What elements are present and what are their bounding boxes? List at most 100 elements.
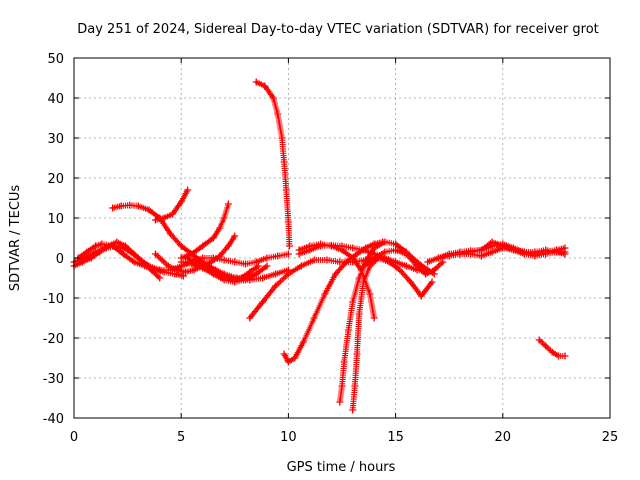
data-point [216, 224, 224, 232]
y-tick-label: 30 [47, 132, 64, 147]
data-point [349, 254, 357, 262]
data-point [385, 258, 393, 266]
data-point [291, 354, 299, 362]
data-point [392, 246, 400, 254]
data-point [396, 266, 404, 274]
data-point [156, 274, 164, 282]
data-point [338, 242, 346, 250]
y-tick-label: 0 [56, 252, 64, 267]
data-point [220, 256, 228, 264]
data-point [323, 256, 331, 264]
data-series [70, 78, 569, 414]
data-point [274, 110, 282, 118]
x-tick-labels: 0 5 10 15 20 25 [70, 58, 618, 445]
x-tick-label: 10 [280, 430, 297, 445]
data-point [284, 358, 292, 366]
data-point [119, 250, 127, 258]
data-point [160, 268, 168, 276]
data-point [87, 254, 95, 262]
data-point [151, 216, 159, 224]
data-point [177, 242, 185, 250]
data-point [477, 246, 485, 254]
data-point [160, 214, 168, 222]
plus-markers [253, 79, 293, 249]
data-point [147, 266, 155, 274]
data-point [488, 238, 496, 246]
data-point [113, 238, 121, 246]
data-point [351, 382, 359, 390]
data-point [79, 258, 87, 266]
data-point [83, 248, 91, 256]
data-point [413, 262, 421, 270]
data-point [434, 254, 442, 262]
y-tick-label: 50 [47, 52, 64, 67]
data-point [91, 242, 99, 250]
data-point [188, 250, 196, 258]
series-track-11 [252, 78, 293, 250]
data-point [272, 282, 280, 290]
data-point [139, 258, 147, 266]
y-tick-label: 40 [47, 92, 64, 107]
x-tick-label: 25 [602, 430, 619, 445]
data-point [263, 262, 271, 270]
data-point [199, 264, 207, 272]
data-point [327, 241, 335, 249]
data-point [151, 250, 159, 258]
data-point [381, 248, 389, 256]
data-point [181, 254, 189, 262]
data-point [216, 252, 224, 260]
series-track-6 [151, 232, 239, 276]
x-tick-label: 0 [70, 430, 78, 445]
data-point [359, 262, 367, 270]
data-point [456, 250, 464, 258]
plus-markers [75, 241, 187, 279]
data-point [188, 260, 196, 268]
data-point [445, 252, 453, 260]
data-point [402, 250, 410, 258]
data-point [321, 290, 329, 298]
data-point [284, 250, 292, 258]
data-point [130, 250, 138, 258]
series-track-5 [151, 186, 192, 224]
series-track-18 [359, 246, 447, 278]
data-point [212, 266, 220, 274]
data-point [542, 342, 550, 350]
data-point [370, 254, 378, 262]
data-point [130, 258, 138, 266]
data-point [220, 272, 228, 280]
data-point [317, 242, 325, 250]
data-point [209, 234, 217, 242]
data-point [259, 298, 267, 306]
y-tick-label: 20 [47, 172, 64, 187]
data-point [181, 268, 189, 276]
data-point [310, 314, 318, 322]
data-point [477, 252, 485, 260]
data-point [370, 314, 378, 322]
data-point [552, 248, 560, 256]
data-point [231, 258, 239, 266]
data-point [284, 218, 292, 226]
data-point [422, 270, 430, 278]
series-trail [112, 204, 257, 281]
series-track-22 [535, 336, 569, 360]
data-point [246, 276, 254, 284]
data-point [203, 262, 211, 270]
data-point [263, 254, 271, 262]
data-point [259, 274, 267, 282]
data-point [272, 270, 280, 278]
data-point [424, 258, 432, 266]
series-track-17 [349, 254, 436, 414]
data-point [166, 230, 174, 238]
data-point [299, 338, 307, 346]
data-point [274, 252, 282, 260]
data-point [336, 398, 344, 406]
data-point [269, 94, 277, 102]
data-point [242, 260, 250, 268]
data-point [96, 248, 104, 256]
data-point [177, 198, 185, 206]
data-point [488, 248, 496, 256]
data-point [134, 202, 142, 210]
data-point [306, 246, 314, 254]
data-point [261, 82, 269, 90]
data-point [344, 326, 352, 334]
